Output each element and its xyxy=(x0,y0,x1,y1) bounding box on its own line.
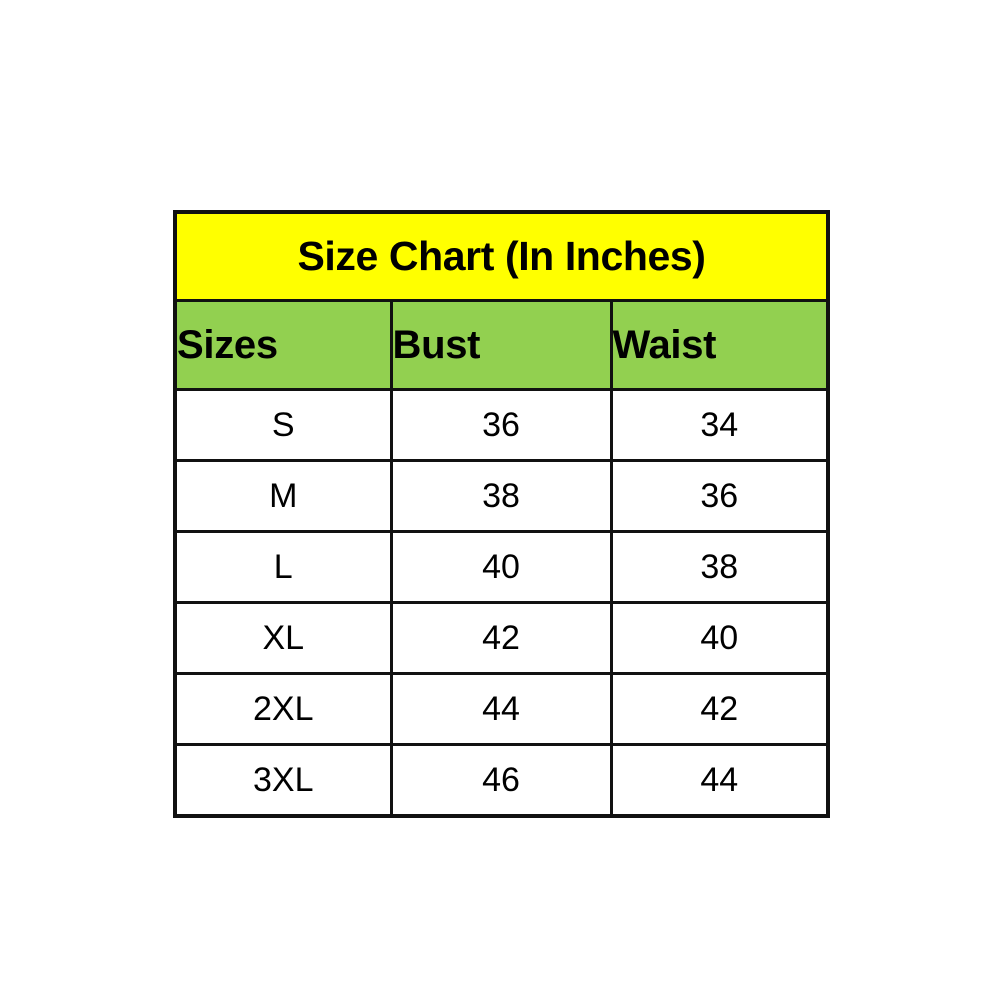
cell-waist: 40 xyxy=(609,601,830,675)
cell-size: 3XL xyxy=(173,743,393,818)
table-row: M 38 36 xyxy=(173,459,830,533)
chart-title: Size Chart (In Inches) xyxy=(173,210,830,302)
table-row: L 40 38 xyxy=(173,530,830,604)
size-chart-container: Size Chart (In Inches) Sizes Bust Waist … xyxy=(173,210,831,818)
cell-size: 2XL xyxy=(173,672,393,746)
column-header-row: Sizes Bust Waist xyxy=(173,299,830,391)
size-chart-table: Size Chart (In Inches) Sizes Bust Waist … xyxy=(173,210,831,818)
cell-size: M xyxy=(173,459,393,533)
table-row: 3XL 46 44 xyxy=(173,743,830,818)
cell-bust: 38 xyxy=(389,459,613,533)
table-row: XL 42 40 xyxy=(173,601,830,675)
cell-size: L xyxy=(173,530,393,604)
cell-waist: 42 xyxy=(609,672,830,746)
cell-waist: 44 xyxy=(609,743,830,818)
cell-bust: 42 xyxy=(389,601,613,675)
column-header-bust: Bust xyxy=(389,299,613,391)
cell-size: S xyxy=(173,388,393,462)
cell-waist: 38 xyxy=(609,530,830,604)
cell-waist: 36 xyxy=(609,459,830,533)
title-row: Size Chart (In Inches) xyxy=(173,210,830,302)
column-header-sizes: Sizes xyxy=(173,299,393,391)
table-row: 2XL 44 42 xyxy=(173,672,830,746)
cell-bust: 40 xyxy=(389,530,613,604)
cell-bust: 46 xyxy=(389,743,613,818)
table-row: S 36 34 xyxy=(173,388,830,462)
cell-bust: 44 xyxy=(389,672,613,746)
cell-waist: 34 xyxy=(609,388,830,462)
cell-bust: 36 xyxy=(389,388,613,462)
column-header-waist: Waist xyxy=(609,299,830,391)
cell-size: XL xyxy=(173,601,393,675)
